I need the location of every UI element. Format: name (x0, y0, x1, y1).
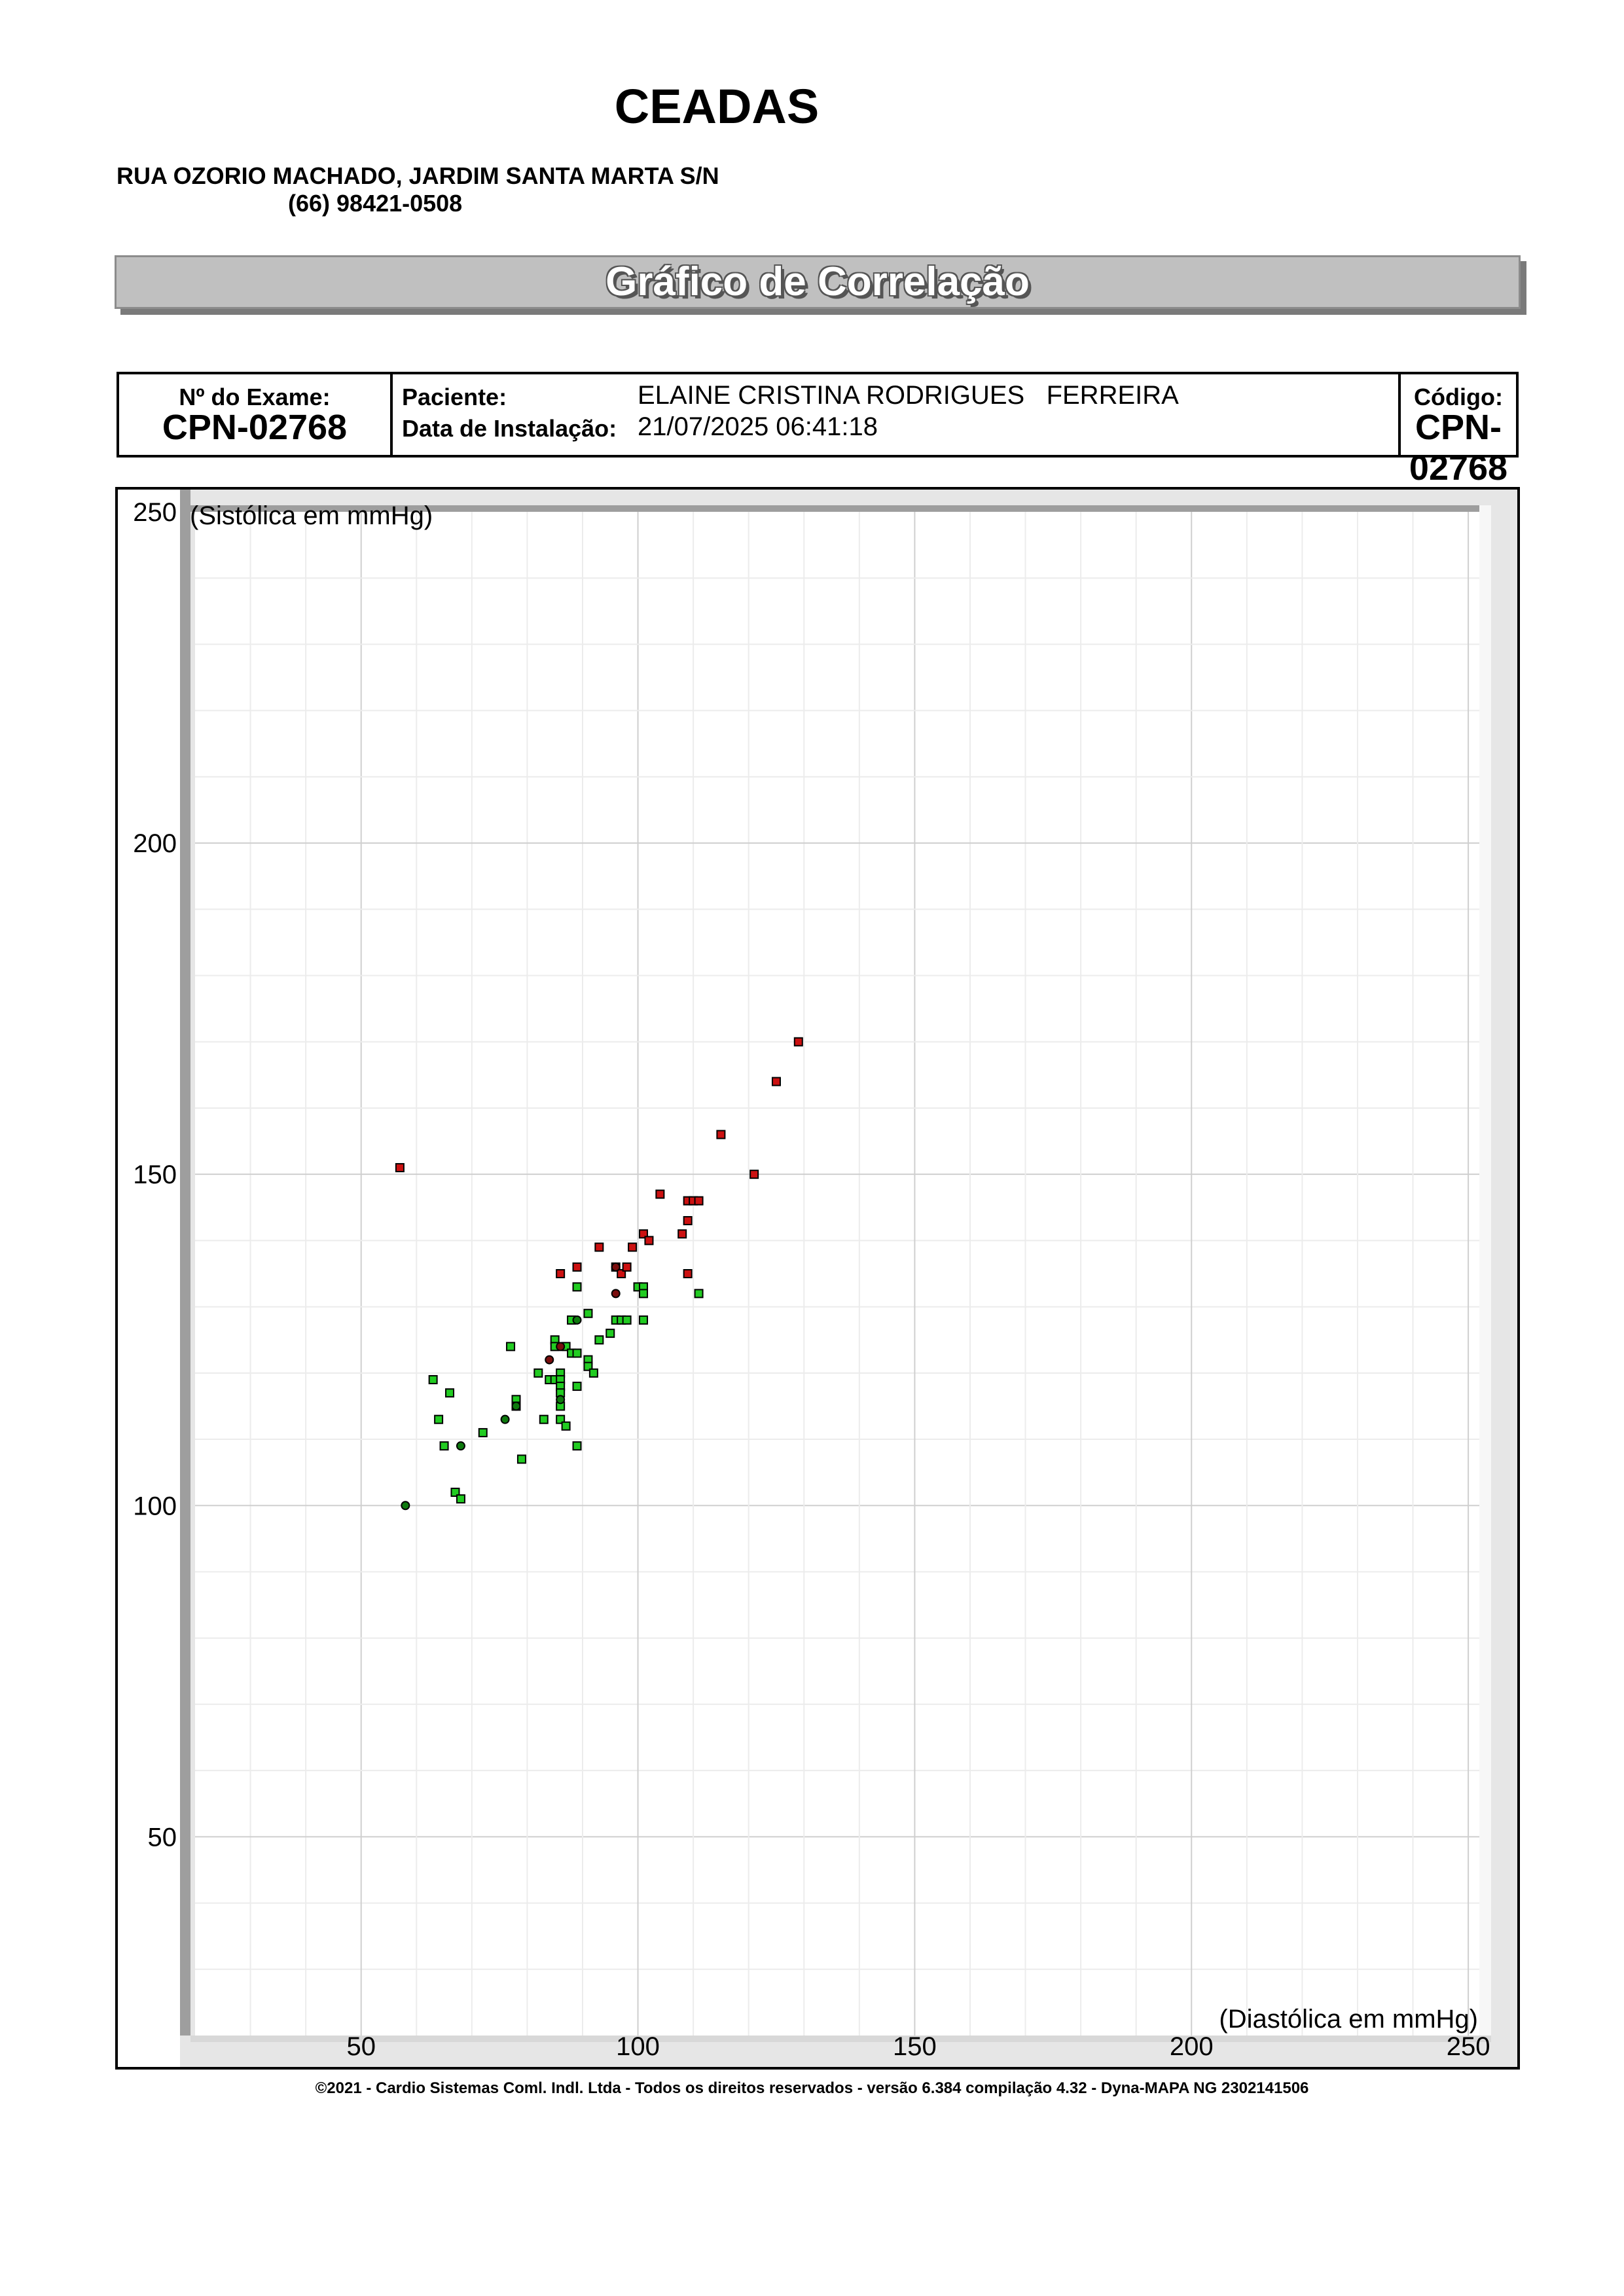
exam-info-box: Nº do Exame: CPN-02768 Paciente: ELAINE … (117, 372, 1519, 488)
plot-left-bevel (180, 490, 190, 2036)
patient-name: ELAINE CRISTINA RODRIGUES FERREIRA (638, 381, 1179, 410)
red-square-point (628, 1242, 638, 1252)
green-square-point (533, 1368, 543, 1378)
y-tick-label: 50 (148, 1823, 177, 1852)
patient-cell: Paciente: ELAINE CRISTINA RODRIGUES FERR… (393, 374, 1401, 455)
red-square-point (716, 1130, 726, 1139)
red-square-point (622, 1262, 632, 1272)
green-square-point (478, 1427, 488, 1437)
green-square-point (445, 1388, 455, 1398)
y-axis-label: (Sistólica em mmHg) (190, 501, 433, 530)
red-square-point (793, 1037, 803, 1047)
dark_red-circle-point (556, 1342, 566, 1352)
clinic-address: RUA OZORIO MACHADO, JARDIM SANTA MARTA S… (117, 162, 719, 189)
plot-right-bevel (1479, 505, 1491, 2036)
code-label: Código: (1414, 384, 1503, 410)
dark_green-circle-point (401, 1501, 410, 1511)
dark_green-circle-point (511, 1401, 521, 1411)
x-tick-label: 100 (616, 2032, 660, 2061)
red-square-point (749, 1170, 759, 1179)
red-square-point (694, 1196, 704, 1206)
green-square-point (572, 1348, 582, 1358)
red-square-point (639, 1229, 649, 1239)
red-square-point (395, 1163, 405, 1173)
grid-layer (195, 512, 1479, 2036)
green-square-point (572, 1382, 582, 1391)
red-square-point (677, 1229, 687, 1239)
green-square-point (605, 1329, 615, 1338)
plot-bottom-bevel (190, 2036, 1491, 2042)
green-square-point (694, 1289, 704, 1299)
green-square-point (434, 1414, 444, 1424)
x-tick-label: 50 (346, 2032, 376, 2061)
data-points (395, 1037, 803, 1511)
green-square-point (622, 1315, 632, 1325)
y-tick-label: 150 (133, 1160, 177, 1189)
red-square-point (644, 1236, 654, 1246)
plot-top-bevel (190, 505, 1491, 512)
green-square-point (583, 1361, 593, 1371)
green-square-point (572, 1282, 582, 1292)
green-square-point (506, 1342, 516, 1352)
install-date-label: Data de Instalação: (402, 415, 617, 442)
y-tick-label: 100 (133, 1492, 177, 1520)
x-tick-label: 200 (1170, 2032, 1214, 2061)
exam-number-value: CPN-02768 (162, 408, 348, 447)
plot-area (195, 512, 1479, 2036)
red-square-point (683, 1269, 693, 1278)
red-square-point (572, 1262, 582, 1272)
red-square-point (683, 1216, 693, 1226)
exam-number-label: Nº do Exame: (179, 384, 331, 410)
red-square-point (617, 1269, 626, 1278)
green-square-point (556, 1414, 566, 1424)
green-square-point (561, 1421, 571, 1431)
copyright-footer: ©2021 - Cardio Sistemas Coml. Indl. Ltda… (315, 2079, 1309, 2097)
green-square-point (639, 1289, 649, 1299)
red-square-point (556, 1269, 566, 1278)
green-square-point (450, 1488, 460, 1498)
dark_green-circle-point (572, 1315, 582, 1325)
dark_green-circle-point (500, 1414, 510, 1424)
x-tick-label: 150 (893, 2032, 937, 2061)
green-square-point (516, 1454, 526, 1464)
install-date-value: 21/07/2025 06:41:18 (638, 412, 878, 441)
red-square-point (594, 1242, 604, 1252)
clinic-name: CEADAS (614, 79, 820, 134)
red-square-point (655, 1189, 665, 1199)
chart-svg: (Sistólica em mmHg) (Diastólica em mmHg)… (133, 490, 1517, 2067)
tick-labels: 50 100 150 200 250 50 100 150 200 250 (133, 498, 1490, 2061)
green-square-point (456, 1494, 465, 1504)
dark_red-circle-point (611, 1262, 621, 1272)
exam-number-cell: Nº do Exame: CPN-02768 (119, 374, 393, 455)
dark_red-circle-point (545, 1355, 554, 1365)
green-square-point (428, 1374, 438, 1384)
red-square-point (771, 1077, 781, 1086)
code-cell: Código: CPN-02768 (1401, 374, 1516, 488)
correlation-chart: (Sistólica em mmHg) (Diastólica em mmHg)… (115, 487, 1520, 2070)
report-title-banner: Gráfico de Correlação (115, 255, 1521, 309)
dark_green-circle-point (556, 1395, 566, 1405)
green-square-point (539, 1414, 549, 1424)
dark_green-circle-point (456, 1441, 465, 1451)
green-square-point (439, 1441, 449, 1451)
x-axis-label: (Diastólica em mmHg) (1219, 2005, 1478, 2034)
y-tick-label: 200 (133, 829, 177, 858)
code-value: CPN-02768 (1409, 408, 1508, 488)
clinic-phone: (66) 98421-0508 (288, 190, 463, 217)
green-square-point (583, 1308, 593, 1318)
green-square-point (588, 1368, 598, 1378)
green-square-point (572, 1441, 582, 1451)
green-square-point (639, 1315, 649, 1325)
x-tick-label: 250 (1447, 2032, 1490, 2061)
green-square-point (594, 1335, 604, 1345)
y-tick-label: 250 (133, 498, 177, 527)
dark_red-circle-point (611, 1289, 621, 1299)
patient-label: Paciente: (402, 384, 507, 410)
